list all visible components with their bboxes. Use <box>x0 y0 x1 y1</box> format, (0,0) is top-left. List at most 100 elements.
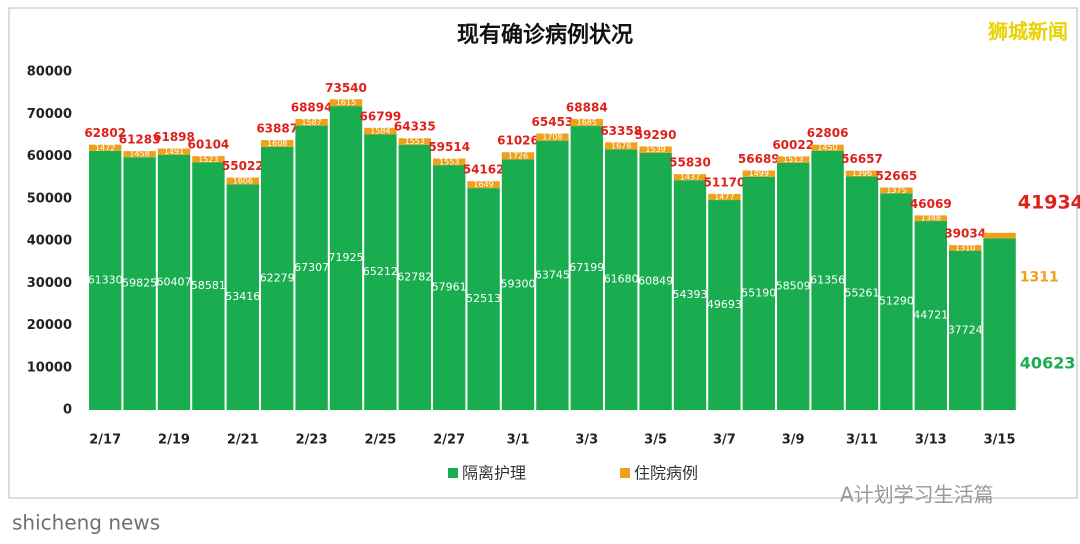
value-label: 1396 <box>852 169 872 178</box>
value-label: 55190 <box>741 286 776 299</box>
value-label: 61356 <box>810 273 845 286</box>
bar-segment <box>467 181 500 189</box>
y-tick-label: 20000 <box>27 318 72 333</box>
legend-swatch <box>448 468 458 478</box>
x-tick-label: 2/25 <box>364 433 396 448</box>
value-label: 1587 <box>301 118 321 127</box>
bar-segment <box>261 140 294 147</box>
value-label: 49693 <box>707 298 742 311</box>
total-label: 39034 <box>944 227 986 241</box>
value-label: 67199 <box>569 261 604 274</box>
total-label: 62806 <box>807 126 849 140</box>
value-label: 62279 <box>260 271 295 284</box>
bar-segment <box>295 118 328 126</box>
bar-segment <box>329 106 363 410</box>
value-label: 1310 <box>955 243 975 252</box>
x-tick-label: 3/3 <box>575 433 598 448</box>
value-label: 58509 <box>776 279 811 292</box>
value-label: 1584 <box>370 127 390 136</box>
value-label: 44721 <box>913 309 948 322</box>
bar-segment <box>536 140 569 410</box>
y-tick-label: 60000 <box>27 149 72 164</box>
total-label: 61283 <box>119 133 161 147</box>
total-label: 54162 <box>463 163 505 177</box>
value-label: 1458 <box>129 150 149 159</box>
x-tick-label: 2/27 <box>433 433 465 448</box>
bar-segment <box>639 152 672 411</box>
bar-segment <box>329 99 363 107</box>
bar-segment <box>845 176 879 410</box>
value-label: 1523 <box>198 155 218 164</box>
value-label: 57961 <box>432 281 467 294</box>
value-label: 51290 <box>879 295 914 308</box>
x-tick-label: 3/9 <box>782 433 805 448</box>
total-label: 52665 <box>876 169 918 183</box>
bar-segment <box>398 144 431 411</box>
bar-segment <box>742 176 775 410</box>
bar-segment <box>673 174 707 181</box>
value-label: 1348 <box>921 214 941 223</box>
y-tick-label: 10000 <box>27 360 72 375</box>
legend-swatch <box>620 468 630 478</box>
bar-segment <box>364 134 397 410</box>
bar-segment <box>226 177 259 185</box>
value-label: 1708 <box>542 133 562 142</box>
bar-segment <box>570 118 603 127</box>
total-label: 63358 <box>600 124 642 138</box>
value-label: 1606 <box>233 176 253 185</box>
value-label: 1649 <box>473 180 493 189</box>
value-label: 53416 <box>225 290 260 303</box>
total-label: 56657 <box>841 152 883 166</box>
bar-segment <box>845 170 879 177</box>
bar-segment <box>123 157 156 410</box>
total-label: 61026 <box>497 134 539 148</box>
account: A计划学习生活篇 <box>840 483 994 507</box>
bar-segment <box>708 193 741 201</box>
value-label: 65212 <box>363 265 398 278</box>
total-label: 59290 <box>635 128 677 142</box>
total-label: 68884 <box>566 100 608 114</box>
bar-segment <box>742 170 775 177</box>
value-label: 63745 <box>535 268 570 281</box>
legend-label: 隔离护理 <box>462 464 526 483</box>
legend-label: 住院病例 <box>634 464 698 483</box>
value-label: 1499 <box>749 169 769 178</box>
total-label: 55022 <box>222 159 264 173</box>
bar-segment <box>89 144 122 151</box>
bar-segment <box>295 125 328 410</box>
bar-segment <box>536 133 569 141</box>
bar-segment <box>811 144 844 151</box>
bar-segment <box>605 149 638 411</box>
value-label: 1437 <box>680 173 700 182</box>
bar-segment <box>467 188 500 410</box>
bar-segment <box>708 200 741 410</box>
value-label: 1513 <box>783 155 803 164</box>
value-label: 61330 <box>88 273 123 286</box>
bar-segment <box>949 250 982 410</box>
bar-segment <box>501 152 535 160</box>
x-tick-label: 2/17 <box>89 433 121 448</box>
bar-segment <box>501 159 535 410</box>
value-label: 1472 <box>95 143 115 152</box>
total-label: 66799 <box>360 109 402 123</box>
bar-segment <box>364 127 397 135</box>
bar-segment <box>123 151 156 158</box>
value-label: 60407 <box>157 275 192 288</box>
value-label: 40623 <box>1020 354 1076 373</box>
bar-segment <box>192 162 225 410</box>
total-label: 41934 <box>1018 191 1080 213</box>
value-label: 60849 <box>638 274 673 287</box>
bar-segment <box>983 238 1016 410</box>
value-label: 1615 <box>336 98 356 107</box>
value-label: 1311 <box>1020 270 1059 286</box>
bar-segment <box>777 162 810 410</box>
total-label: 63887 <box>256 122 298 136</box>
total-label: 60022 <box>772 138 814 152</box>
y-tick-label: 40000 <box>27 234 72 249</box>
x-tick-label: 2/19 <box>158 433 190 448</box>
total-label: 55830 <box>669 156 711 170</box>
value-label: 1477 <box>714 192 734 201</box>
bar-segment <box>157 154 191 410</box>
y-tick-label: 80000 <box>27 65 72 80</box>
